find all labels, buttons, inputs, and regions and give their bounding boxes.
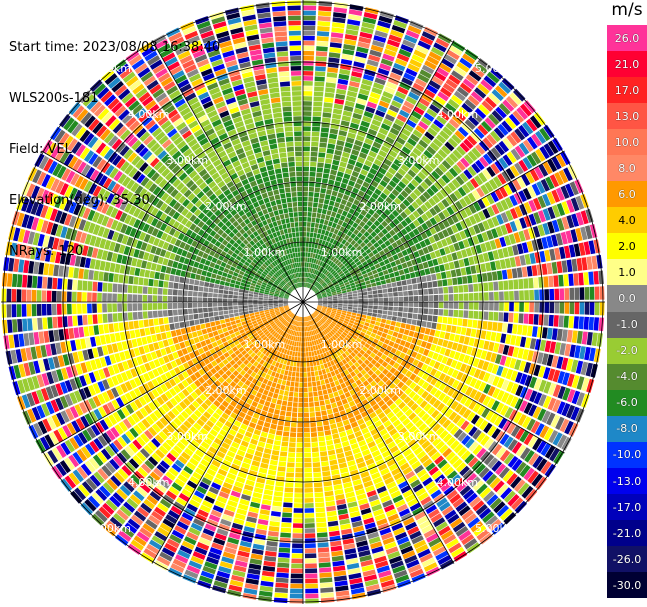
colorbar-entry: -10.0 (607, 441, 647, 469)
range-label: 2.00km (359, 384, 401, 397)
range-labels: 1.00km 2.00km 3.00km 4.00km 5.00km 1.00km 2.00… (89, 62, 516, 535)
colorbar-label: -6.0 (616, 396, 638, 410)
colorbar-label: 21.0 (614, 57, 640, 71)
colorbar-entry: 10.0 (607, 129, 647, 156)
range-label: 5.00km (89, 522, 131, 535)
azimuth-spokes (1, 0, 605, 604)
colorbar-entry: -21.0 (607, 519, 647, 547)
range-label: 2.00km (205, 384, 247, 397)
range-label: 3.00km (398, 430, 440, 443)
colorbar-entry: 0.0 (607, 285, 647, 312)
range-label: 4.00km (128, 476, 170, 489)
colorbar-label: 0.0 (618, 292, 636, 306)
colorbar-entry: -2.0 (607, 337, 647, 365)
colorbar-label: -1.0 (616, 318, 638, 332)
range-label: 2.00km (359, 200, 401, 213)
colorbar-entry: 4.0 (607, 207, 647, 234)
velocity-rays (1, 0, 605, 604)
colorbar-label: -10.0 (612, 448, 642, 462)
range-label: 3.00km (167, 154, 209, 167)
ppi-plot: 1.00km 2.00km 3.00km 4.00km 5.00km 1.00km 2.00… (1, 0, 605, 604)
range-label: 3.00km (167, 430, 209, 443)
colorbar-label: 8.0 (618, 161, 636, 175)
colorbar-entry: 26.0 (607, 25, 647, 52)
scan-info: Start time: 2023/08/08 16:38:40 WLS200s-… (9, 5, 220, 277)
colorbar-label: -26.0 (612, 552, 642, 566)
colorbar-label: 2.0 (618, 240, 636, 254)
range-label: 2.00km (205, 200, 247, 213)
colorbar-entry: -30.0 (607, 571, 647, 599)
colorbar-entry: 17.0 (607, 77, 647, 104)
colorbar-label: 10.0 (614, 135, 640, 149)
azimuth-spoke (41, 301, 304, 454)
colorbar-label: 26.0 (614, 31, 640, 45)
colorbar-entry: -1.0 (607, 311, 647, 339)
azimuth-spoke (151, 301, 304, 564)
azimuth-spoke (302, 301, 565, 454)
colorbar-entry: 8.0 (607, 155, 647, 182)
colorbar-entry: 21.0 (607, 51, 647, 78)
colorbar-entry: -4.0 (607, 363, 647, 391)
colorbar-entry: 1.0 (607, 259, 647, 286)
colorbar-label: 4.0 (618, 214, 636, 228)
colorbar-entry: -6.0 (607, 389, 647, 417)
azimuth-spoke (151, 40, 304, 303)
start-time: Start time: 2023/08/08 16:38:40 (9, 40, 221, 55)
range-label: 4.00km (128, 108, 170, 121)
colorbar-entry: -17.0 (607, 493, 647, 521)
colorbar-label: -4.0 (616, 370, 638, 384)
colorbar-entry: -26.0 (607, 545, 647, 573)
colorbar-label: -8.0 (616, 422, 638, 436)
colorbar-label: -2.0 (616, 344, 638, 358)
range-label: 4.00km (436, 108, 478, 121)
elevation: Elevation(deg): 35.30 (9, 193, 150, 208)
colorbar-label: 6.0 (618, 188, 636, 202)
colorbar-label: -30.0 (612, 578, 642, 592)
instrument-name: WLS200s-181 (9, 91, 99, 106)
colorbar-label: 1.0 (618, 266, 636, 280)
azimuth-spoke (302, 40, 455, 303)
range-label: 1.00km (244, 246, 286, 259)
range-label: 4.00km (436, 476, 478, 489)
range-label: 1.00km (244, 338, 286, 351)
colorbar-entry: 6.0 (607, 181, 647, 208)
azimuth-spoke (302, 301, 455, 564)
range-label: 5.00km (475, 62, 517, 75)
colorbar-label: -13.0 (612, 474, 642, 488)
range-label: 5.00km (89, 62, 131, 75)
range-label: 1.00km (321, 338, 363, 351)
nrays: NRays: 120 (9, 244, 84, 259)
colorbar-entry: -13.0 (607, 467, 647, 495)
range-label: 3.00km (398, 154, 440, 167)
colorbar-label: -17.0 (612, 500, 642, 514)
colorbar-title: m/s (611, 0, 643, 20)
range-label: 1.00km (321, 246, 363, 259)
azimuth-spoke (302, 150, 565, 303)
colorbar-entry: 2.0 (607, 233, 647, 260)
colorbar-label: 17.0 (614, 83, 640, 97)
colorbar-label: -21.0 (612, 526, 642, 540)
field-name: Field: VEL (9, 142, 72, 157)
azimuth-spoke (41, 150, 304, 303)
colorbar: 26.0 21.0 17.0 13.0 10.0 8.0 6.0 4.0 2.0 1.0 0.0 -1… (607, 25, 647, 599)
range-label: 5.00km (475, 522, 517, 535)
colorbar-entry: 13.0 (607, 103, 647, 130)
colorbar-label: 13.0 (614, 109, 640, 123)
colorbar-entry: -8.0 (607, 415, 647, 443)
